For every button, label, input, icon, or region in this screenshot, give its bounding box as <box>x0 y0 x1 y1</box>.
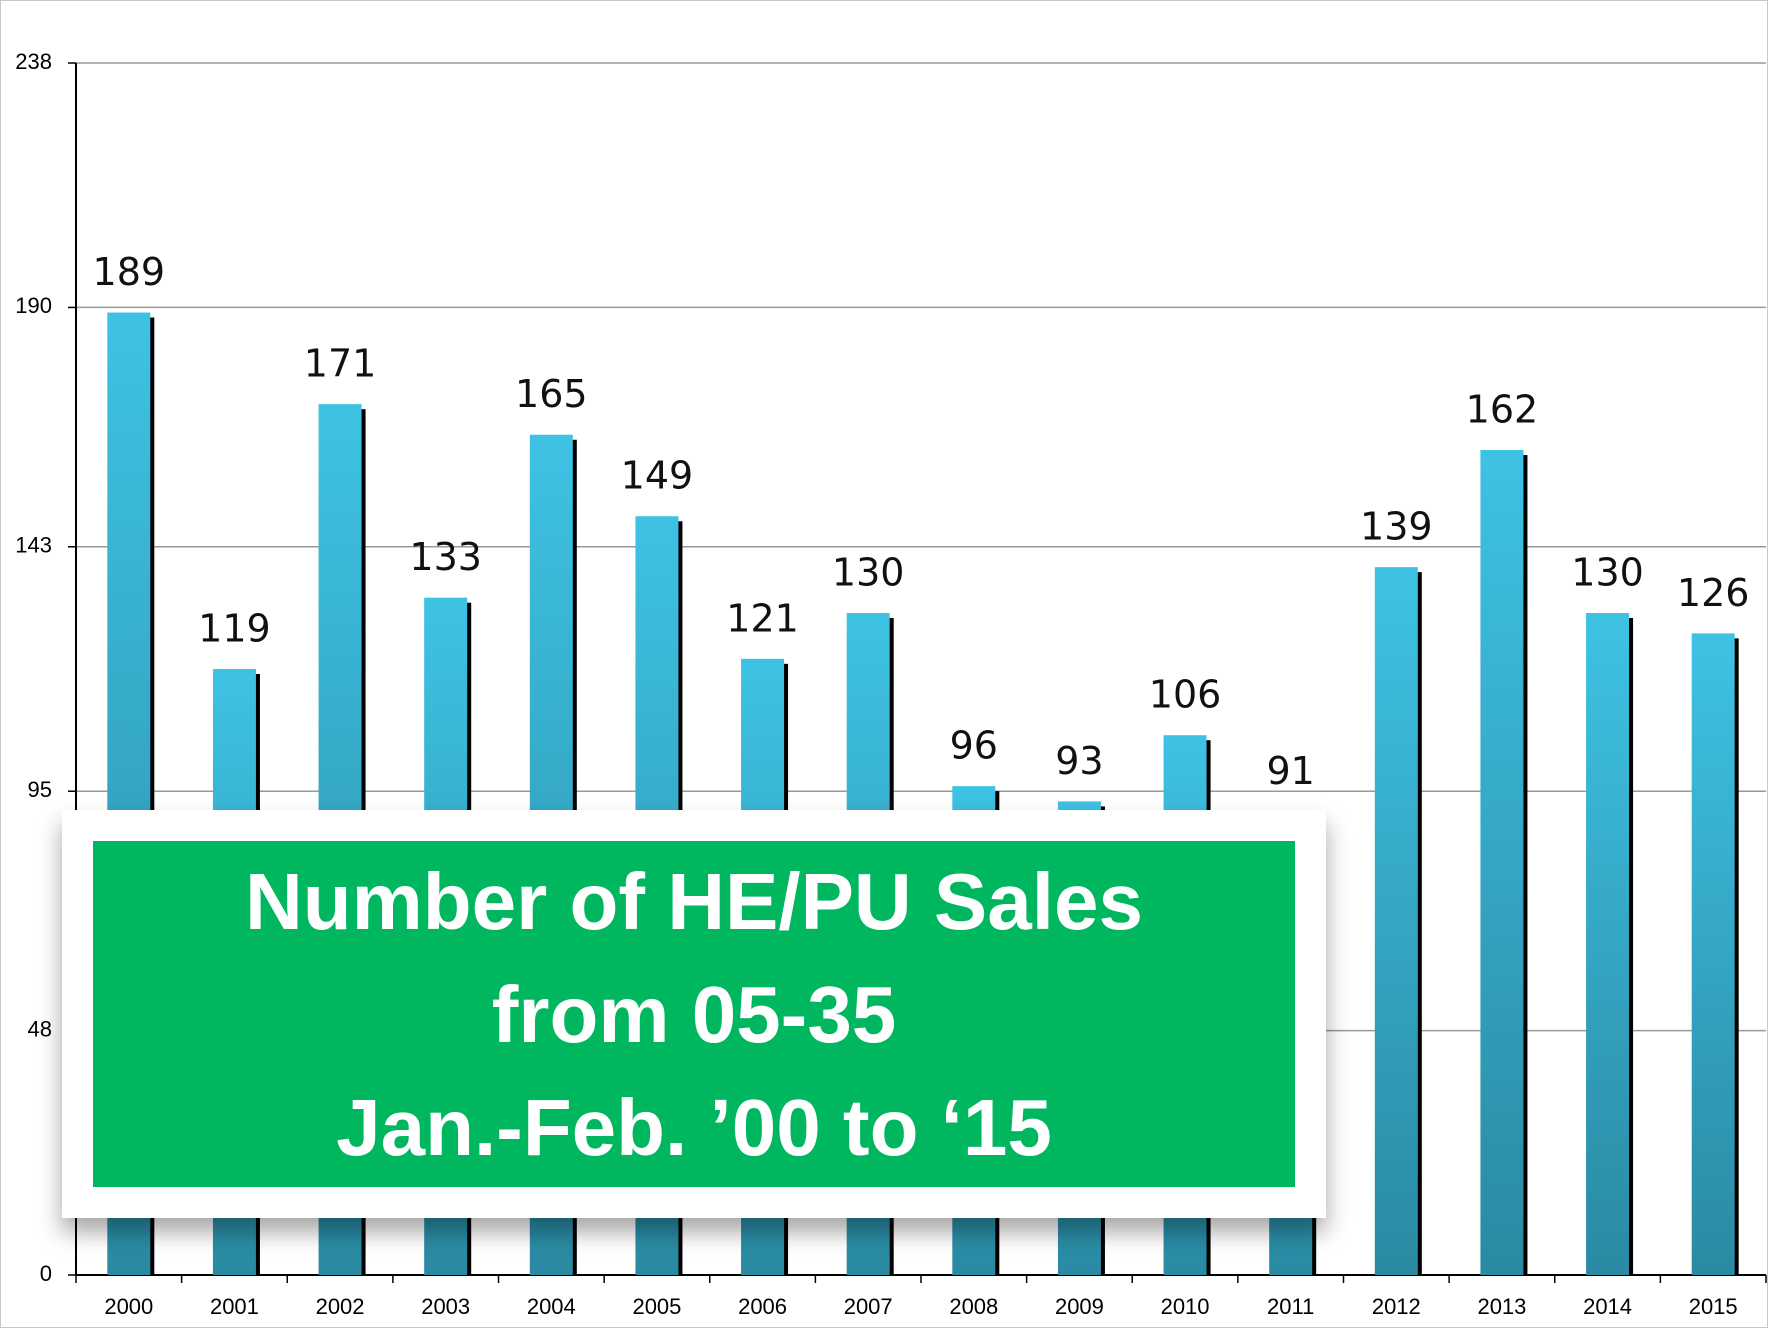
x-tick-label: 2009 <box>1055 1294 1104 1319</box>
bar <box>1374 567 1418 1275</box>
value-label: 121 <box>726 596 799 640</box>
y-tick-label: 95 <box>28 777 52 802</box>
y-tick-label: 190 <box>15 293 52 318</box>
value-label: 106 <box>1149 673 1222 717</box>
value-label: 130 <box>1571 550 1644 594</box>
chart-title: Number of HE/PU Sales from 05-35 Jan.-Fe… <box>93 841 1295 1187</box>
x-tick-label: 2001 <box>210 1294 259 1319</box>
x-tick-label: 2000 <box>104 1294 153 1319</box>
value-label: 93 <box>1055 739 1103 783</box>
y-tick-label: 48 <box>28 1016 52 1041</box>
value-label: 133 <box>409 535 482 579</box>
y-tick-label: 238 <box>15 49 52 74</box>
value-label: 162 <box>1466 388 1539 432</box>
x-tick-label: 2014 <box>1583 1294 1632 1319</box>
x-tick-label: 2005 <box>632 1294 681 1319</box>
value-label: 96 <box>950 724 998 768</box>
x-tick-label: 2007 <box>844 1294 893 1319</box>
x-tick-label: 2011 <box>1267 1294 1314 1319</box>
bar <box>1480 450 1524 1275</box>
x-tick-label: 2010 <box>1161 1294 1210 1319</box>
x-tick-label: 2013 <box>1477 1294 1526 1319</box>
y-tick-label: 0 <box>40 1261 52 1286</box>
bar <box>1691 633 1735 1275</box>
x-tick-label: 2002 <box>316 1294 365 1319</box>
value-label: 171 <box>304 342 377 386</box>
x-tick-label: 2004 <box>527 1294 576 1319</box>
x-tick-label: 2012 <box>1372 1294 1421 1319</box>
bar <box>1586 612 1630 1275</box>
x-tick-label: 2015 <box>1689 1294 1738 1319</box>
x-tick-label: 2003 <box>421 1294 470 1319</box>
y-tick-label: 143 <box>15 533 52 558</box>
value-label: 149 <box>621 454 694 498</box>
x-tick-label: 2008 <box>949 1294 998 1319</box>
value-label: 189 <box>93 250 166 294</box>
value-label: 119 <box>198 607 271 651</box>
value-label: 126 <box>1677 571 1750 615</box>
value-label: 91 <box>1267 749 1315 793</box>
title-box: Number of HE/PU Sales from 05-35 Jan.-Fe… <box>62 810 1326 1218</box>
value-label: 130 <box>832 550 905 594</box>
x-tick-label: 2006 <box>738 1294 787 1319</box>
value-label: 165 <box>515 372 588 416</box>
value-label: 139 <box>1360 505 1433 549</box>
